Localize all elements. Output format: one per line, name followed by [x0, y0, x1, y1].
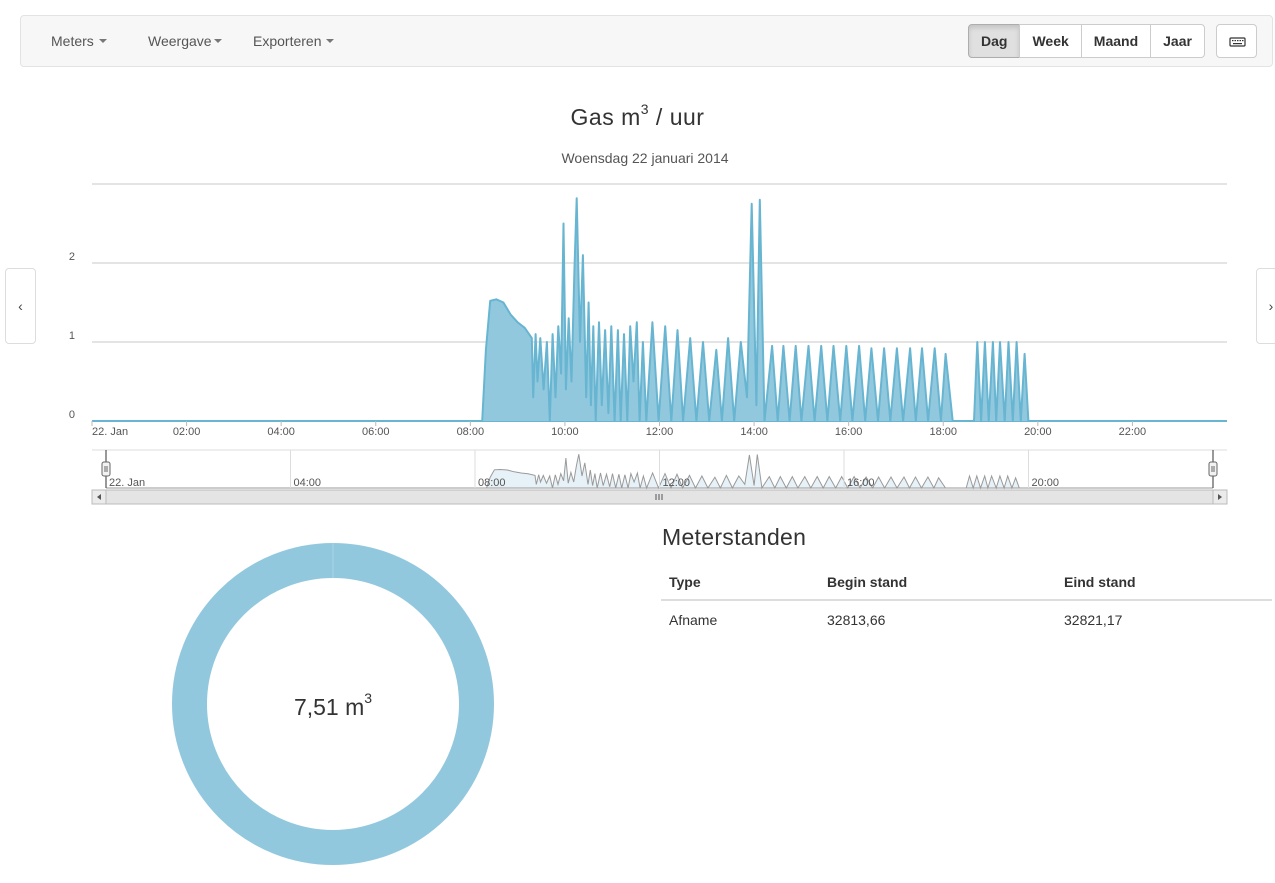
next-day-button[interactable]: › — [1256, 268, 1275, 344]
donut-total-value: 7,51 m — [293, 694, 365, 720]
meterstanden-table: Type Begin stand Eind stand Afname 32813… — [661, 564, 1272, 638]
x-tick-label: 22:00 — [1119, 426, 1147, 438]
chart-title-suffix: / uur — [649, 104, 705, 130]
keyboard-icon — [1229, 37, 1246, 47]
x-tick-label: 12:00 — [646, 426, 674, 438]
navigator-handle-left — [101, 461, 111, 477]
caret-down-icon — [98, 39, 107, 44]
chevron-right-icon: › — [1268, 298, 1274, 314]
total-usage-donut — [172, 543, 494, 865]
donut-total-label: 7,51 m3 — [172, 690, 494, 721]
navigator-tick-label: 16:00 — [847, 477, 875, 489]
x-tick-label: 04:00 — [267, 426, 295, 438]
chart-subtitle: Woensdag 22 januari 2014 — [561, 150, 729, 166]
menu-weergave[interactable]: Weergave — [148, 16, 222, 66]
x-tick-label: 02:00 — [173, 426, 201, 438]
column-header-eind-stand: Eind stand — [1056, 564, 1272, 601]
caret-down-icon — [213, 39, 222, 44]
period-button-jaar[interactable]: Jaar — [1150, 24, 1205, 58]
previous-day-button[interactable]: ‹ — [5, 268, 36, 344]
cell-begin-stand: 32813,66 — [827, 611, 886, 628]
navigator-tick-label: 22. Jan — [109, 477, 145, 489]
menu-meters[interactable]: Meters — [51, 16, 107, 66]
chart-title-text: Gas m — [570, 104, 641, 130]
period-button-week[interactable]: Week — [1019, 24, 1082, 58]
navigator-tick-label: 08:00 — [478, 477, 506, 489]
chart-title-superscript: 3 — [640, 101, 650, 117]
scroll-left-arrow-icon — [97, 494, 101, 500]
x-tick-label: 10:00 — [551, 426, 579, 438]
gas-usage-chart[interactable]: 0 1 2 22. Jan 02:00 04:00 06:00 08:00 10:00 12:00… — [0, 0, 1275, 445]
menu-exporteren-label: Exporteren — [253, 33, 322, 49]
period-button-group: Dag Week Maand Jaar — [968, 24, 1205, 58]
cell-type: Afname — [669, 611, 718, 628]
x-tick-label: 18:00 — [929, 426, 957, 438]
navbar: Meters Weergave Exporteren Dag Week Maan… — [20, 15, 1273, 67]
table-row: Afname 32813,66 32821,17 — [661, 600, 1272, 638]
navigator-tick-label: 04:00 — [294, 477, 322, 489]
table-header-row: Type Begin stand Eind stand — [661, 564, 1272, 601]
scroll-right-arrow-icon — [1218, 494, 1222, 500]
navigator-handle-right — [1208, 461, 1218, 477]
y-tick-label: 2 — [69, 251, 75, 263]
x-tick-label: 22. Jan — [92, 426, 128, 438]
navigator-tick-label: 20:00 — [1032, 477, 1060, 489]
donut-total-unit: 3 — [364, 690, 373, 706]
x-tick-label: 06:00 — [362, 426, 390, 438]
navigator-series-area — [106, 454, 1213, 490]
navigator-tick-label: 12:00 — [663, 477, 691, 489]
x-tick-label: 14:00 — [740, 426, 768, 438]
x-tick-label: 16:00 — [835, 426, 863, 438]
x-tick-label: 08:00 — [457, 426, 485, 438]
period-button-maand[interactable]: Maand — [1080, 24, 1152, 58]
y-tick-label: 0 — [69, 409, 75, 421]
chart-navigator[interactable]: 22. Jan 04:00 08:00 12:00 16:00 20:00 — [0, 0, 1275, 510]
cell-eind-stand: 32821,17 — [1064, 611, 1123, 628]
x-tick-label: 20:00 — [1024, 426, 1052, 438]
chart-title: Gas m3 / uur — [0, 101, 1275, 131]
column-header-type: Type — [661, 564, 819, 601]
keyboard-button[interactable] — [1216, 24, 1257, 58]
meterstanden-title: Meterstanden — [662, 524, 807, 550]
menu-meters-label: Meters — [51, 33, 94, 49]
series-line-gas — [92, 197, 1227, 422]
y-tick-label: 1 — [69, 330, 75, 342]
chevron-left-icon: ‹ — [18, 298, 23, 314]
column-header-begin-stand: Begin stand — [819, 564, 1056, 601]
caret-down-icon — [326, 39, 335, 44]
menu-weergave-label: Weergave — [148, 33, 212, 49]
menu-exporteren[interactable]: Exporteren — [253, 16, 335, 66]
